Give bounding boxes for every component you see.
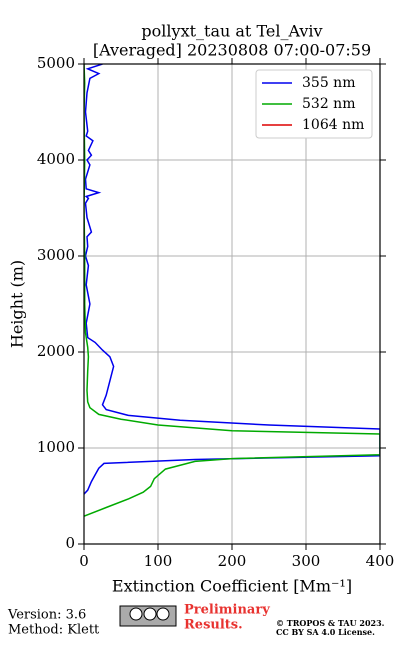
series-line <box>84 64 380 495</box>
y-tick-label: 0 <box>65 534 75 552</box>
y-tick-label: 4000 <box>37 150 75 168</box>
y-tick-label: 5000 <box>37 54 75 72</box>
version: Version: 3.6 <box>7 608 86 623</box>
x-tick-label: 300 <box>292 552 321 570</box>
chart-title: pollyxt_tau at Tel_Aviv <box>141 22 322 41</box>
x-axis-label: Extinction Coefficient [Mm⁻¹] <box>112 577 352 596</box>
y-tick-label: 3000 <box>37 246 75 264</box>
y-tick-label: 2000 <box>37 342 75 360</box>
x-tick-label: 0 <box>79 552 89 570</box>
copyright: © TROPOS & TAU 2023. <box>276 618 385 628</box>
x-tick-label: 100 <box>144 552 173 570</box>
logo-icon <box>129 607 143 621</box>
preliminary: Results. <box>184 618 243 633</box>
legend-label: 355 nm <box>302 75 355 91</box>
logo-icon <box>143 607 157 621</box>
plot-frame <box>83 63 381 545</box>
y-axis-label: Height (m) <box>8 260 27 348</box>
method: Method: Klett <box>8 623 100 638</box>
y-tick-label: 1000 <box>37 438 75 456</box>
preliminary: Preliminary <box>184 603 270 618</box>
x-tick-label: 400 <box>366 552 395 570</box>
x-tick-label: 200 <box>218 552 247 570</box>
copyright: CC BY SA 4.0 License. <box>276 627 375 637</box>
chart-subtitle: [Averaged] 20230808 07:00-07:59 <box>93 41 371 60</box>
legend-box <box>255 69 373 139</box>
legend-label: 532 nm <box>302 96 355 112</box>
legend-label: 1064 nm <box>302 117 364 133</box>
logo-icon <box>156 607 170 621</box>
